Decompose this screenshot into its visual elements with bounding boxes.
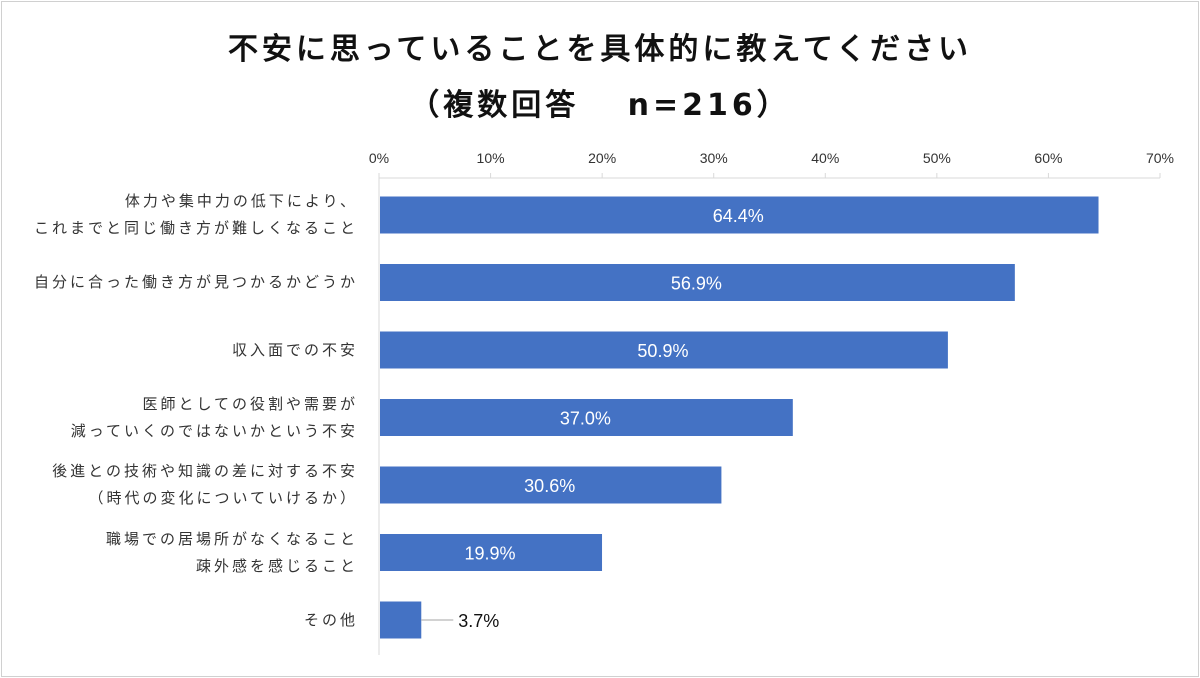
data-label: 37.0% — [560, 409, 611, 429]
bar — [380, 399, 793, 436]
category-label-line: その他 — [303, 610, 358, 629]
category-label-line: 後進との技術や知識の差に対する不安 — [52, 462, 358, 480]
chart-subtitle: （複数回答 n=216） — [409, 88, 791, 123]
chart-title: 不安に思っていることを具体的に教えてください — [227, 32, 973, 67]
category-label-line: 疎外感を感じること — [195, 556, 358, 575]
data-label: 50.9% — [637, 341, 688, 361]
category-label-line: 減っていくのではないかという不安 — [70, 421, 358, 440]
bar — [380, 196, 1099, 234]
data-label: 56.9% — [671, 274, 722, 294]
category-label-line: 職場での居場所がなくなること — [105, 529, 358, 548]
data-label: 64.4% — [713, 206, 764, 226]
category-label-line: 医師としての役割や需要が — [142, 394, 358, 413]
bar — [380, 534, 603, 571]
bar — [380, 601, 422, 639]
data-label: 3.7% — [458, 611, 499, 631]
category-label: 体力や集中力の低下により、これまでと同じ働き方が難しくなること — [34, 188, 358, 242]
x-tick-label: 10% — [477, 150, 505, 166]
category-label: その他 — [304, 607, 358, 634]
category-label: 収入面での不安 — [232, 337, 358, 364]
x-tick-label: 0% — [369, 150, 389, 166]
category-label-line: 自分に合った働き方が見つかるかどうか — [33, 273, 358, 291]
category-label: 後進との技術や知識の差に対する不安 （時代の変化についていけるか） — [52, 458, 358, 512]
bar — [380, 466, 722, 504]
x-tick-label: 70% — [1146, 150, 1174, 166]
category-label-line: 収入面での不安 — [231, 340, 358, 359]
x-tick-label: 20% — [588, 150, 616, 166]
bar — [380, 331, 948, 369]
category-label: 職場での居場所がなくなること疎外感を感じること — [106, 526, 358, 580]
category-label-line: 体力や集中力の低下により、 — [124, 192, 358, 210]
x-tick-label: 40% — [811, 150, 839, 166]
data-label: 19.9% — [464, 544, 515, 564]
data-label: 30.6% — [524, 476, 575, 496]
category-label: 医師としての役割や需要が減っていくのではないかという不安 — [71, 391, 358, 445]
bar — [380, 264, 1015, 301]
category-label: 自分に合った働き方が見つかるかどうか — [34, 269, 358, 296]
x-tick-label: 60% — [1034, 150, 1062, 166]
category-label-line: これまでと同じ働き方が難しくなること — [33, 219, 358, 237]
x-tick-label: 50% — [923, 150, 951, 166]
x-tick-label: 30% — [700, 150, 728, 166]
category-label-line: （時代の変化についていけるか） — [88, 489, 358, 507]
